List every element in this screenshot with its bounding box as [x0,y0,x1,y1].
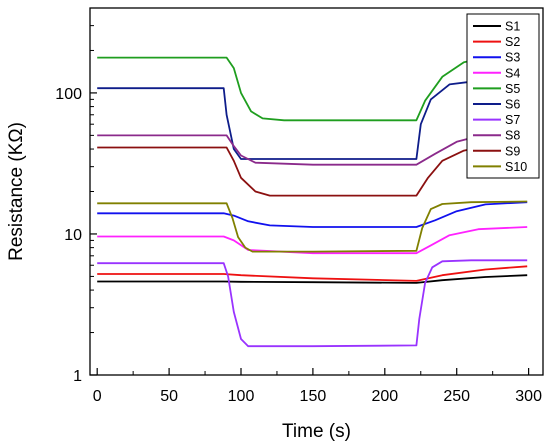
series-line-s5 [97,55,528,122]
legend-entry: S2 [505,35,520,49]
legend-entry: S5 [505,82,520,96]
legend-entry: S10 [505,160,527,174]
x-tick-label: 50 [160,388,178,405]
series-line-s10 [97,200,528,253]
y-axis-label: Resistance (KΩ) [6,122,27,261]
legend-entry: S9 [505,144,520,158]
legend-entry: S8 [505,129,520,143]
legend-entry: S4 [505,66,520,80]
y-tick-label: 10 [64,227,82,244]
legend-entry: S1 [505,20,520,34]
series-line-s4 [97,226,528,255]
legend-entry: S6 [505,98,520,112]
series-layer [97,55,528,348]
series-line-s8 [97,130,528,166]
legend-box [466,13,540,179]
y-tick-label: 100 [55,86,82,103]
x-tick-label: 150 [300,388,327,405]
x-tick-label: 200 [371,388,398,405]
series-line-s7 [97,259,528,348]
legend-entry: S7 [505,113,520,127]
x-tick-label: 250 [443,388,470,405]
x-tick-label: 0 [93,388,102,405]
tick-layer: 0 50 100 150 200 250 300 1 10 100 [55,7,542,405]
x-tick-label: 300 [515,388,542,405]
series-line-s6 [97,80,528,160]
x-tick-label: 100 [228,388,255,405]
series-line-s3 [97,201,528,228]
legend-entry: S3 [505,51,520,65]
series-line-s9 [97,143,528,197]
series-line-s1 [97,274,528,284]
y-tick-label: 1 [73,368,82,385]
x-axis-label: Time (s) [282,421,351,442]
